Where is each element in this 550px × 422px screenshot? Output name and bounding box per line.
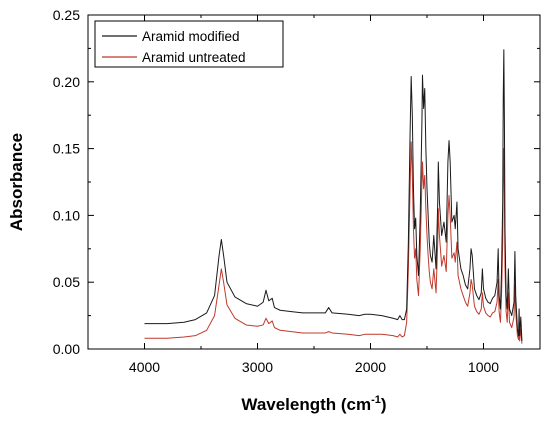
y-tick-label: 0.10 bbox=[53, 207, 80, 223]
legend-label-aramid-untreated: Aramid untreated bbox=[142, 50, 246, 65]
legend-label-aramid-modified: Aramid modified bbox=[142, 29, 240, 44]
x-tick-label: 3000 bbox=[242, 359, 273, 375]
series-line-aramid-untreated bbox=[144, 141, 523, 344]
axis-ticks: 4000 3000 2000 1000 0.00 0.05 0.10 0.15 0.20 0.25 bbox=[53, 7, 541, 375]
y-tick-label: 0.25 bbox=[53, 7, 80, 23]
x-tick-label: 1000 bbox=[468, 359, 499, 375]
series-line-aramid-modified bbox=[144, 49, 523, 342]
x-tick-label: 4000 bbox=[129, 359, 160, 375]
legend-box bbox=[94, 20, 284, 68]
x-tick-label: 2000 bbox=[355, 359, 386, 375]
y-axis-title: Absorbance bbox=[7, 133, 26, 231]
x-axis-title-superscript: -1 bbox=[371, 394, 381, 406]
y-tick-label: 0.15 bbox=[53, 141, 80, 157]
y-tick-label: 0.00 bbox=[53, 341, 80, 357]
x-axis-title: Wavelength (cm-1) bbox=[241, 394, 386, 414]
x-axis-title-end: ) bbox=[381, 395, 387, 414]
y-tick-label: 0.05 bbox=[53, 274, 80, 290]
x-axis-title-main: Wavelength (cm bbox=[241, 395, 371, 414]
data-series bbox=[144, 49, 523, 344]
legend: Aramid modified Aramid untreated bbox=[94, 20, 284, 68]
y-tick-label: 0.20 bbox=[53, 74, 80, 90]
